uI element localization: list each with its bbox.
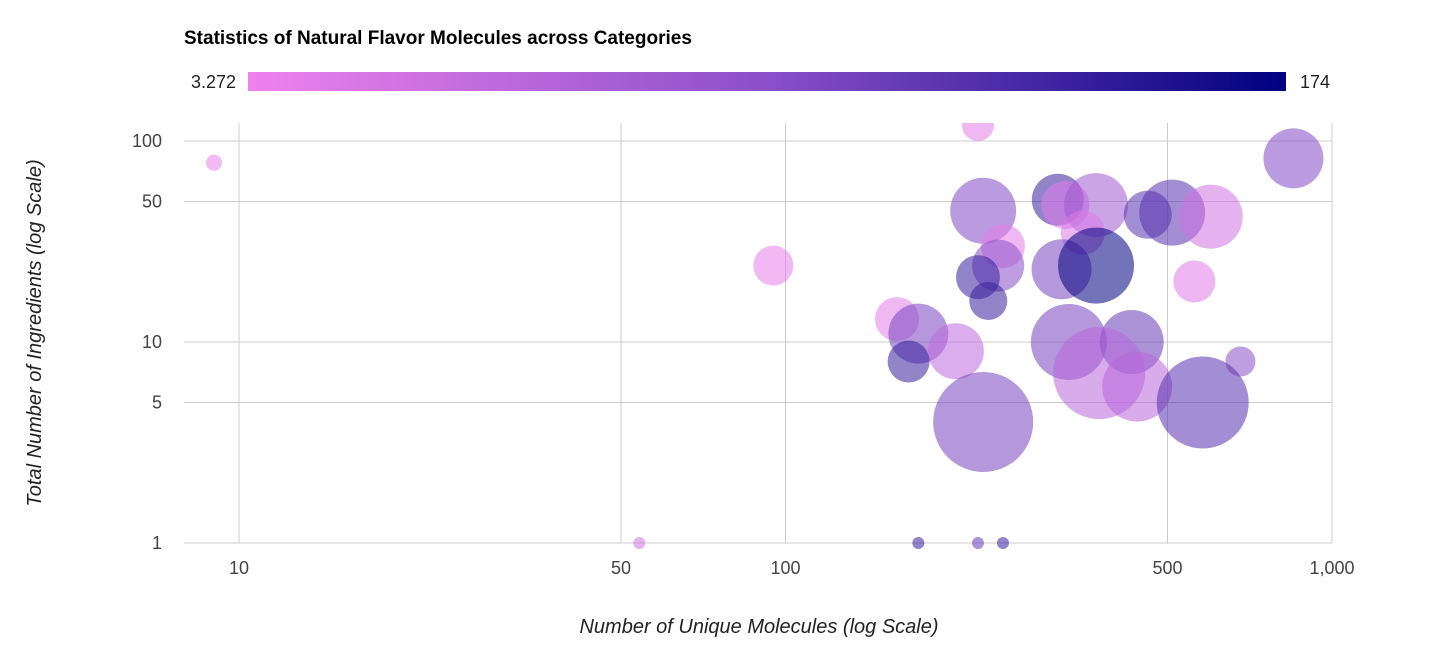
x-tick-label: 1,000 xyxy=(1309,558,1354,578)
data-bubble xyxy=(1173,260,1216,303)
chart-title: Statistics of Natural Flavor Molecules a… xyxy=(184,28,692,49)
data-bubble xyxy=(1058,227,1135,304)
data-bubble xyxy=(205,154,222,171)
colorscale-bar xyxy=(248,72,1286,91)
y-axis-title: Total Number of Ingredients (log Scale) xyxy=(24,159,46,506)
x-tick-label: 100 xyxy=(770,558,800,578)
data-bubble xyxy=(971,537,984,549)
data-bubble xyxy=(887,340,930,383)
x-tick-label: 50 xyxy=(611,558,631,578)
y-tick-label: 50 xyxy=(142,192,162,212)
data-points xyxy=(205,123,1324,549)
tick-labels: 10 50 100 500 1,000 1 5 10 50 100 xyxy=(132,131,1355,578)
x-axis-title: Number of Unique Molecules (log Scale) xyxy=(579,616,938,638)
data-bubble xyxy=(1102,351,1173,422)
y-tick-label: 1 xyxy=(152,533,162,553)
y-tick-label: 100 xyxy=(132,131,162,151)
data-bubble xyxy=(912,537,925,549)
data-bubble xyxy=(933,371,1034,472)
data-bubble xyxy=(1263,128,1324,189)
data-bubble xyxy=(961,123,994,142)
data-bubble xyxy=(633,537,646,549)
data-bubble xyxy=(1178,184,1243,249)
data-bubble xyxy=(969,281,1008,320)
colorscale-min-label: 3.272 xyxy=(191,72,236,92)
data-bubble xyxy=(753,245,794,286)
y-tick-label: 10 xyxy=(142,332,162,352)
data-bubble xyxy=(1156,356,1249,449)
x-tick-label: 500 xyxy=(1152,558,1182,578)
y-tick-label: 5 xyxy=(152,393,162,413)
data-bubble xyxy=(927,323,984,380)
data-bubble xyxy=(996,537,1009,549)
colorscale-max-label: 174 xyxy=(1300,72,1330,92)
x-tick-label: 10 xyxy=(229,558,249,578)
